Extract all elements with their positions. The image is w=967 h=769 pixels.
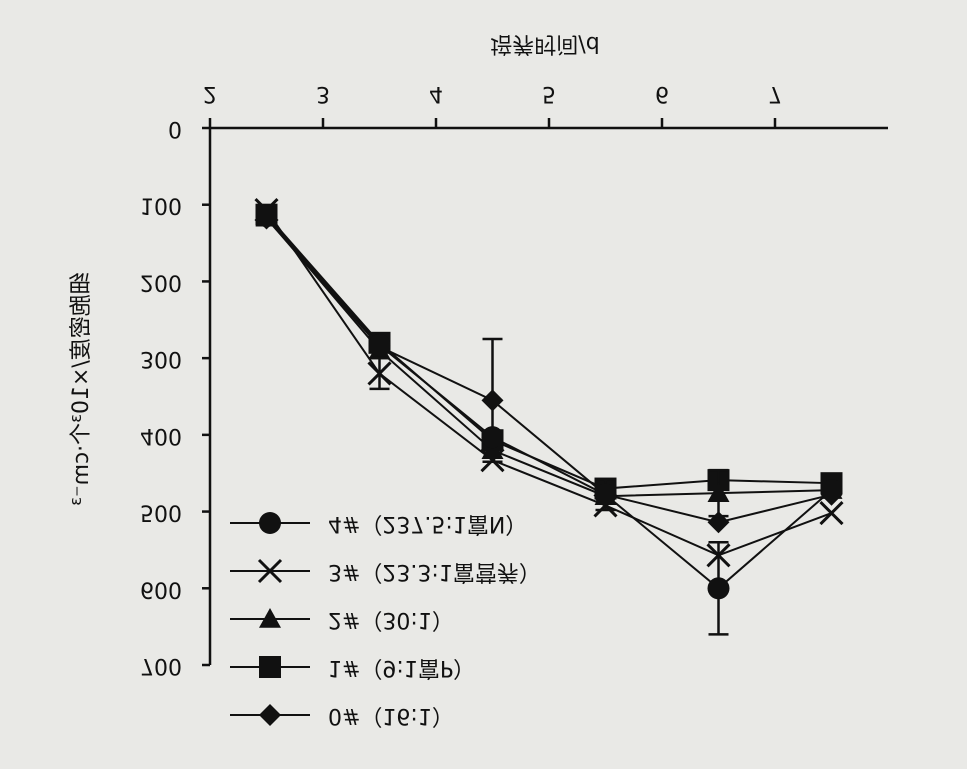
marker	[259, 656, 281, 678]
series-line	[265, 214, 832, 490]
x-tick-label: 3	[316, 81, 330, 106]
x-axis-title: 培养时间/d	[490, 31, 599, 56]
y-axis-title: 细胞密度/×10³个·cm⁻³	[69, 272, 94, 506]
marker	[259, 704, 281, 726]
legend-label: 4#（237.5:1富N）	[328, 511, 527, 536]
marker	[259, 512, 281, 534]
y-tick-label: 300	[140, 346, 182, 371]
marker	[367, 361, 392, 386]
series-line	[265, 217, 832, 524]
y-tick-label: 400	[140, 423, 182, 448]
x-tick-label: 4	[429, 81, 443, 106]
y-tick-label: 600	[140, 576, 182, 601]
marker	[259, 608, 281, 628]
marker	[255, 205, 278, 228]
x-tick-label: 2	[203, 81, 217, 106]
series-line	[265, 215, 833, 590]
marker	[820, 479, 843, 502]
x-tick-label: 5	[542, 81, 556, 106]
marker	[481, 389, 504, 412]
legend-label: 1#（9:1富P）	[328, 655, 475, 680]
legend-label: 0#（16:1）	[328, 703, 454, 728]
marker	[368, 334, 391, 357]
marker	[707, 577, 730, 600]
x-tick-label: 6	[655, 81, 669, 106]
series-line	[265, 217, 832, 498]
marker	[257, 558, 283, 584]
series-line	[265, 209, 832, 557]
legend-label: 3#（23.3:1富营养）	[328, 559, 541, 584]
marker	[707, 482, 730, 502]
marker	[480, 448, 505, 473]
legend-label: 2#（30:1）	[328, 607, 454, 632]
y-tick-label: 100	[140, 193, 182, 218]
marker	[594, 483, 617, 506]
y-tick-label: 500	[140, 500, 182, 525]
x-tick-label: 7	[768, 81, 782, 106]
y-tick-label: 700	[140, 653, 182, 678]
y-tick-label: 0	[168, 116, 182, 141]
marker	[481, 426, 504, 449]
marker	[819, 501, 844, 526]
y-tick-label: 200	[140, 269, 182, 294]
